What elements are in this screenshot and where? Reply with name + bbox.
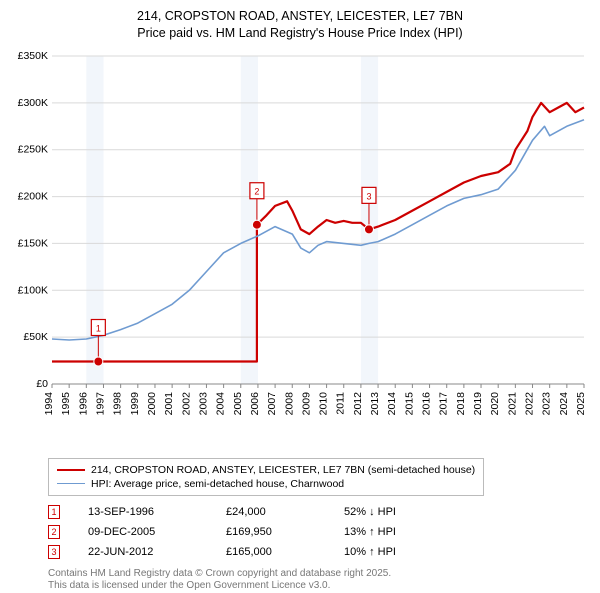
svg-text:2006: 2006 (249, 392, 261, 416)
tx-marker-1: 1 (48, 505, 60, 519)
svg-text:2025: 2025 (575, 392, 587, 416)
svg-text:2016: 2016 (421, 392, 433, 416)
subtitle: Price paid vs. HM Land Registry's House … (12, 25, 588, 42)
svg-text:2012: 2012 (352, 392, 364, 416)
svg-text:1999: 1999 (129, 392, 141, 416)
svg-text:2009: 2009 (300, 392, 312, 416)
title-block: 214, CROPSTON ROAD, ANSTEY, LEICESTER, L… (12, 8, 588, 42)
legend-swatch-property (57, 469, 85, 471)
tx-date: 22-JUN-2012 (88, 546, 198, 558)
tx-pct: 13% ↑ HPI (344, 526, 444, 538)
legend-row-property: 214, CROPSTON ROAD, ANSTEY, LEICESTER, L… (57, 463, 475, 477)
tx-pct: 52% ↓ HPI (344, 506, 444, 518)
tx-row: 2 09-DEC-2005 £169,950 13% ↑ HPI (48, 522, 588, 542)
svg-text:2007: 2007 (266, 392, 278, 416)
svg-text:£150K: £150K (18, 237, 48, 249)
tx-row: 3 22-JUN-2012 £165,000 10% ↑ HPI (48, 542, 588, 562)
legend-swatch-hpi (57, 483, 85, 484)
svg-text:2020: 2020 (489, 392, 501, 416)
tx-date: 13-SEP-1996 (88, 506, 198, 518)
svg-text:£0: £0 (36, 378, 48, 390)
svg-text:£50K: £50K (23, 331, 48, 343)
svg-text:2017: 2017 (438, 392, 450, 416)
legend-label-property: 214, CROPSTON ROAD, ANSTEY, LEICESTER, L… (91, 464, 475, 476)
tx-marker-2: 2 (48, 525, 60, 539)
svg-text:2011: 2011 (335, 392, 347, 415)
tx-dot-2 (252, 220, 261, 229)
footer-attribution: Contains HM Land Registry data © Crown c… (48, 568, 588, 593)
svg-text:1995: 1995 (60, 392, 72, 416)
svg-text:2013: 2013 (369, 392, 381, 416)
svg-text:2018: 2018 (455, 392, 467, 416)
chart-svg: £0 £50K £100K £150K £200K £250K £300K £350K 1994… (12, 48, 588, 454)
tx-marker-3: 3 (48, 545, 60, 559)
chart-container: 214, CROPSTON ROAD, ANSTEY, LEICESTER, L… (0, 0, 600, 590)
svg-text:3: 3 (366, 191, 371, 201)
tx-price: £24,000 (226, 506, 316, 518)
svg-text:2010: 2010 (318, 392, 330, 416)
tx-price: £169,950 (226, 526, 316, 538)
tx-dot-1 (94, 357, 103, 366)
svg-text:2004: 2004 (215, 392, 227, 416)
svg-text:2024: 2024 (558, 392, 570, 416)
svg-text:2000: 2000 (146, 392, 158, 416)
svg-text:1: 1 (96, 323, 101, 333)
tx-row: 1 13-SEP-1996 £24,000 52% ↓ HPI (48, 502, 588, 522)
legend-row-hpi: HPI: Average price, semi-detached house,… (57, 477, 475, 491)
footer-line-2: This data is licensed under the Open Gov… (48, 580, 588, 593)
tx-pct: 10% ↑ HPI (344, 546, 444, 558)
transactions-table: 1 13-SEP-1996 £24,000 52% ↓ HPI 2 09-DEC… (48, 502, 588, 562)
footer-line-1: Contains HM Land Registry data © Crown c… (48, 568, 588, 581)
chart: £0 £50K £100K £150K £200K £250K £300K £350K 1994… (12, 48, 588, 454)
svg-text:£350K: £350K (18, 50, 48, 62)
svg-text:2008: 2008 (283, 392, 295, 416)
tx-date: 09-DEC-2005 (88, 526, 198, 538)
legend-label-hpi: HPI: Average price, semi-detached house,… (91, 478, 344, 490)
svg-text:2014: 2014 (386, 392, 398, 416)
svg-text:2019: 2019 (472, 392, 484, 416)
svg-text:2021: 2021 (506, 392, 518, 416)
tx-dot-3 (364, 225, 373, 234)
svg-text:2023: 2023 (541, 392, 553, 416)
svg-text:1998: 1998 (112, 392, 124, 416)
svg-text:2015: 2015 (403, 392, 415, 416)
legend: 214, CROPSTON ROAD, ANSTEY, LEICESTER, L… (48, 458, 484, 496)
svg-text:1996: 1996 (77, 392, 89, 416)
svg-text:2003: 2003 (197, 392, 209, 416)
svg-text:2002: 2002 (180, 392, 192, 416)
svg-text:£100K: £100K (18, 284, 48, 296)
svg-text:2: 2 (254, 186, 259, 196)
tx-price: £165,000 (226, 546, 316, 558)
svg-text:£250K: £250K (18, 143, 48, 155)
address-title: 214, CROPSTON ROAD, ANSTEY, LEICESTER, L… (12, 8, 588, 25)
svg-text:1994: 1994 (43, 392, 55, 416)
svg-text:£200K: £200K (18, 190, 48, 202)
svg-text:£300K: £300K (18, 97, 48, 109)
svg-text:2005: 2005 (232, 392, 244, 416)
svg-text:2022: 2022 (524, 392, 536, 416)
svg-text:1997: 1997 (94, 392, 106, 416)
svg-text:2001: 2001 (163, 392, 175, 416)
